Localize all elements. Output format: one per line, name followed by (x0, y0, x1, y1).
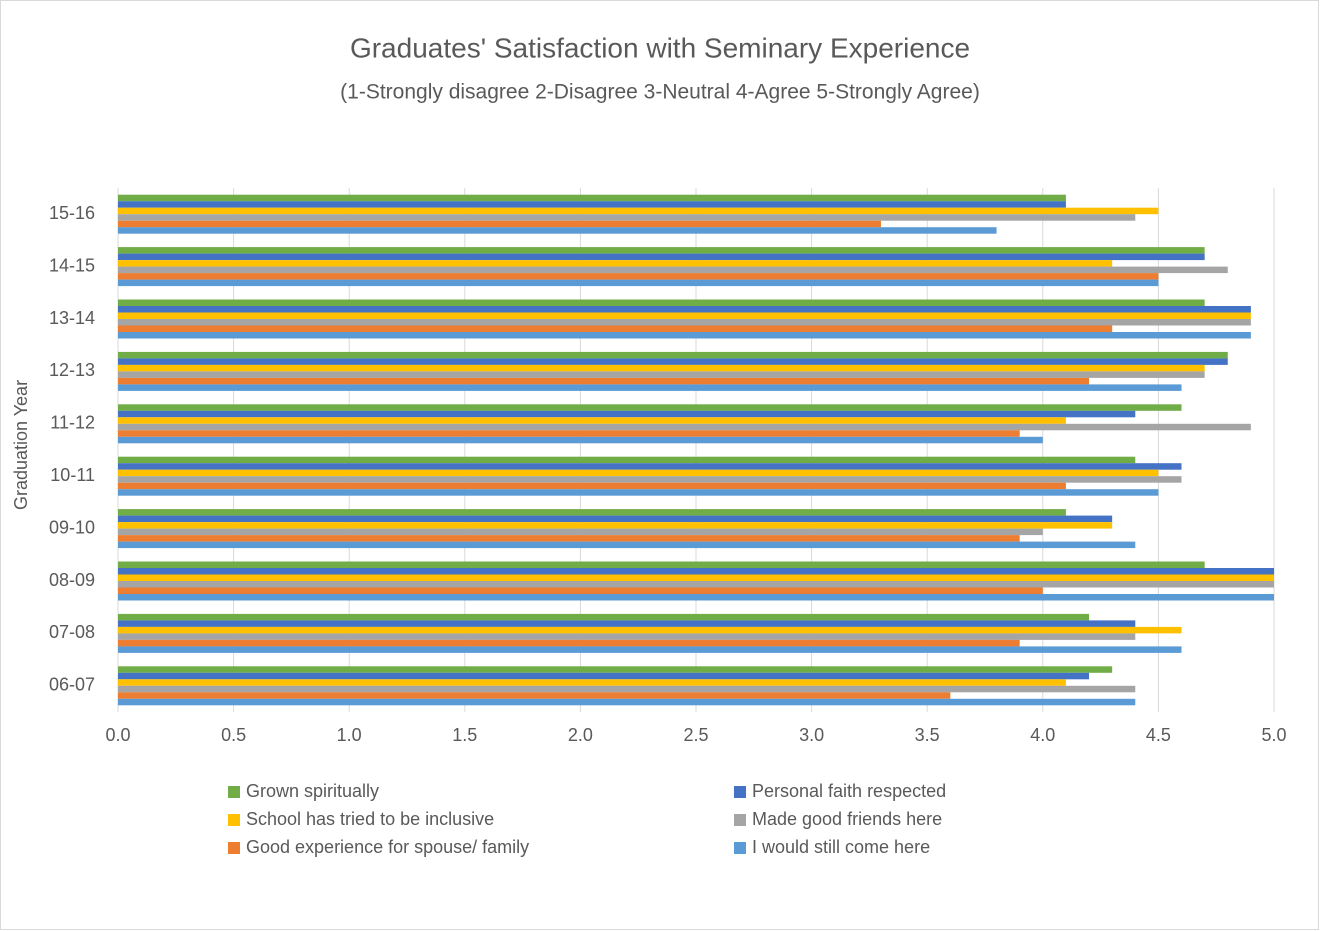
bar (118, 541, 1136, 549)
bar (118, 436, 1043, 444)
x-tick-label: 5.0 (1261, 725, 1286, 745)
legend-label: Good experience for spouse/ family (246, 837, 529, 857)
legend-swatch (734, 786, 746, 798)
y-tick-label: 12-13 (49, 360, 95, 380)
chart-title: Graduates' Satisfaction with Seminary Ex… (350, 32, 970, 63)
bar (118, 253, 1205, 261)
legend-swatch (228, 814, 240, 826)
bar (118, 672, 1090, 680)
legend-swatch (228, 842, 240, 854)
bar (118, 613, 1090, 621)
bar (118, 561, 1205, 568)
y-tick-label: 14-15 (49, 255, 95, 275)
x-tick-label: 2.0 (568, 725, 593, 745)
bar (118, 417, 1066, 424)
y-tick-label: 08-09 (49, 570, 95, 590)
bar (118, 626, 1182, 634)
y-tick-label: 13-14 (49, 308, 95, 328)
bar (118, 469, 1159, 477)
bar (118, 692, 951, 699)
legend-swatch (228, 786, 240, 798)
x-tick-label: 0.5 (221, 725, 246, 745)
bar (118, 410, 1136, 418)
bar (118, 207, 1159, 215)
bar (118, 351, 1228, 359)
bar (118, 666, 1113, 673)
x-tick-label: 4.0 (1030, 725, 1055, 745)
bar (118, 364, 1205, 372)
bar (118, 515, 1113, 523)
chart-subtitle: (1-Strongly disagree 2-Disagree 3-Neutra… (340, 81, 980, 104)
bar (118, 358, 1228, 365)
bar (118, 273, 1159, 280)
bar (118, 404, 1182, 411)
bar (118, 299, 1205, 306)
x-tick-label: 1.5 (452, 725, 477, 745)
bar (118, 266, 1228, 274)
bar (118, 325, 1113, 332)
x-tick-label: 3.5 (915, 725, 940, 745)
bar (118, 247, 1205, 254)
bar (118, 332, 1251, 339)
bar (118, 194, 1066, 202)
y-tick-label: 07-08 (49, 622, 95, 642)
y-axis-label: Graduation Year (11, 380, 31, 510)
bar (118, 581, 1274, 588)
bar (118, 463, 1182, 470)
bar (118, 646, 1182, 653)
bar (118, 620, 1136, 627)
y-tick-label: 10-11 (50, 465, 95, 485)
bar (118, 639, 1020, 647)
bar (118, 214, 1136, 221)
bar (118, 482, 1066, 490)
bar (118, 535, 1020, 542)
bar (118, 306, 1251, 313)
bar (118, 574, 1274, 581)
bar (118, 685, 1136, 693)
bar (118, 279, 1159, 287)
bar (118, 260, 1113, 267)
bar (118, 371, 1205, 378)
x-tick-label: 2.5 (683, 725, 708, 745)
bar (118, 698, 1136, 706)
y-tick-label: 06-07 (49, 675, 95, 695)
bar (118, 456, 1136, 464)
bar (118, 528, 1043, 536)
bar (118, 227, 997, 234)
bar (118, 509, 1066, 516)
bar (118, 587, 1043, 594)
bar (118, 220, 881, 228)
bar (118, 312, 1251, 319)
legend-label: School has tried to be inclusive (246, 809, 494, 829)
bar (118, 201, 1066, 208)
bar (118, 633, 1136, 640)
legend-label: Grown spiritually (246, 781, 379, 801)
y-tick-label: 11-12 (50, 413, 95, 433)
bar (118, 476, 1182, 483)
bar (118, 377, 1090, 385)
bar (118, 384, 1182, 391)
y-tick-label: 09-10 (49, 517, 95, 537)
legend-label: Personal faith respected (752, 781, 946, 801)
bar (118, 568, 1274, 575)
legend-swatch (734, 842, 746, 854)
x-tick-label: 0.0 (105, 725, 130, 745)
x-tick-label: 3.0 (799, 725, 824, 745)
legend-label: Made good friends here (752, 809, 942, 829)
legend-swatch (734, 814, 746, 826)
bar (118, 489, 1159, 496)
bar (118, 423, 1251, 431)
bar (118, 319, 1251, 326)
y-tick-label: 15-16 (49, 203, 95, 223)
x-tick-label: 4.5 (1146, 725, 1171, 745)
bar (118, 522, 1113, 529)
bar (118, 430, 1020, 437)
bar (118, 679, 1066, 686)
bar (118, 594, 1274, 601)
x-tick-label: 1.0 (337, 725, 362, 745)
legend-label: I would still come here (752, 837, 930, 857)
